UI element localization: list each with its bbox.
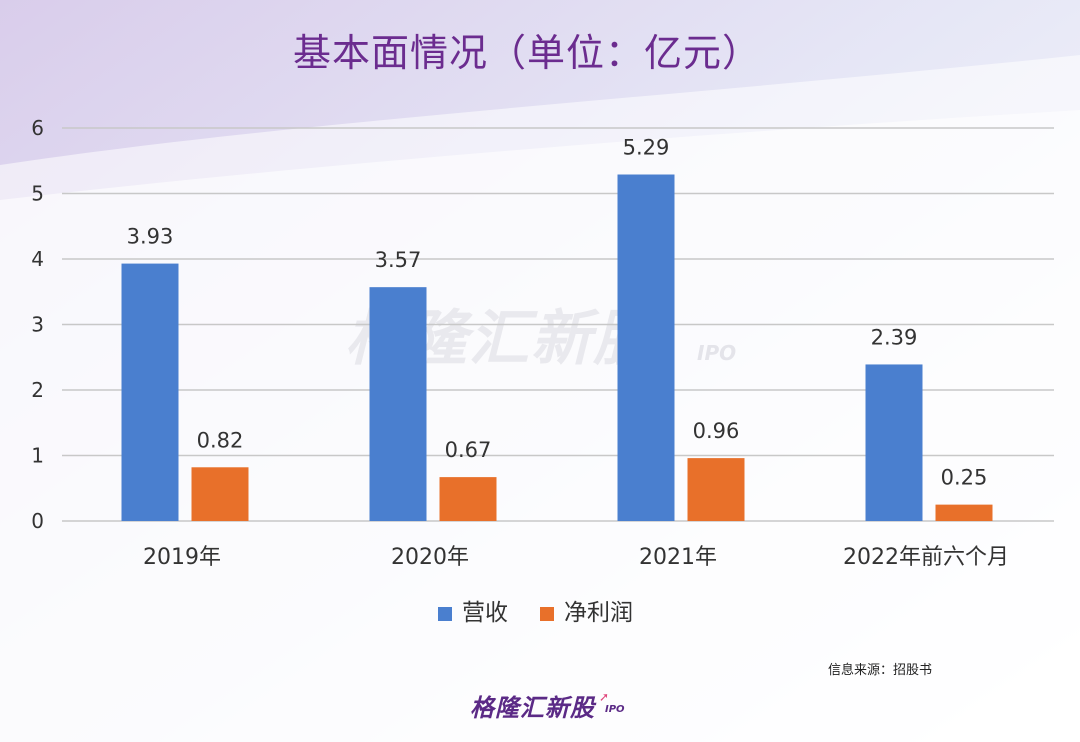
data-label: 3.57 (375, 248, 422, 272)
bar-profit (687, 458, 745, 521)
bar-revenue (617, 174, 675, 521)
legend-swatch (540, 607, 554, 621)
bar-profit (935, 504, 993, 521)
bar-revenue (369, 287, 427, 521)
y-tick-label: 3 (31, 313, 44, 337)
y-tick-label: 5 (31, 182, 44, 206)
data-label: 0.25 (941, 466, 988, 490)
brand-logo: 格隆汇新股 (470, 694, 595, 722)
y-tick-label: 1 (31, 444, 44, 468)
data-label: 0.96 (693, 419, 740, 443)
bar-revenue (121, 263, 179, 521)
legend-label: 净利润 (564, 600, 633, 626)
brand-logo-sub: IPO (605, 704, 625, 715)
x-tick-label: 2021年 (639, 545, 717, 570)
y-tick-label: 2 (31, 378, 44, 402)
legend-swatch (438, 607, 452, 621)
data-label: 0.82 (197, 428, 244, 452)
arrow-icon: ➚ (599, 690, 610, 704)
x-tick-label: 2019年 (143, 545, 221, 570)
x-tick-label: 2022年前六个月 (843, 545, 1009, 570)
y-tick-label: 6 (31, 116, 44, 140)
x-tick-label: 2020年 (391, 545, 469, 570)
bar-profit (439, 477, 497, 521)
watermark-sub: IPO (697, 341, 737, 365)
y-tick-label: 0 (31, 509, 44, 533)
legend-label: 营收 (462, 600, 508, 626)
bar-profit (191, 467, 249, 521)
y-tick-label: 4 (31, 247, 44, 271)
data-label: 0.67 (445, 438, 492, 462)
data-label: 3.93 (127, 225, 174, 249)
source-note: 信息来源：招股书 (828, 663, 933, 678)
data-label: 5.29 (623, 136, 670, 160)
bar-revenue (865, 364, 923, 521)
chart-title: 基本面情况（单位：亿元） (292, 31, 761, 75)
data-label: 2.39 (871, 325, 918, 349)
